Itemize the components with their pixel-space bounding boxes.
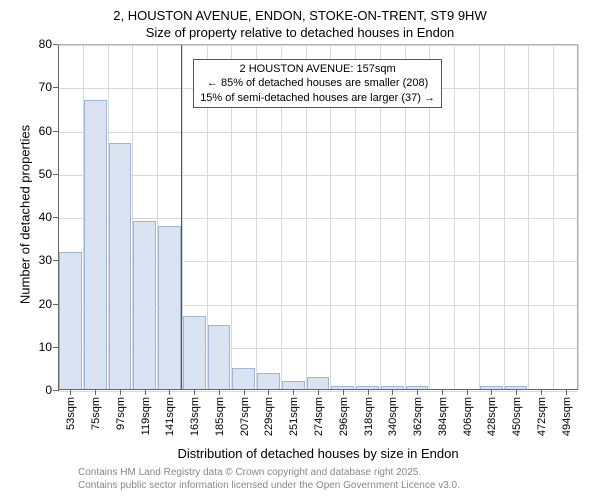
y-tick-label: 30 xyxy=(22,253,52,267)
x-tick-label: 362sqm xyxy=(412,397,424,436)
x-tick-label: 53sqm xyxy=(65,397,77,430)
annotation-line2: ← 85% of detached houses are smaller (20… xyxy=(200,76,435,90)
histogram-bar xyxy=(158,226,181,390)
histogram-bar xyxy=(257,373,280,390)
x-tick-label: 163sqm xyxy=(189,397,201,436)
x-tick-label: 494sqm xyxy=(561,397,573,436)
y-tick-label: 60 xyxy=(22,124,52,138)
histogram-bar xyxy=(232,368,255,390)
footer-attribution: Contains HM Land Registry data © Crown c… xyxy=(78,466,460,492)
chart-title-sub: Size of property relative to detached ho… xyxy=(0,23,600,40)
x-tick-label: 340sqm xyxy=(387,397,399,436)
histogram-chart: 2, HOUSTON AVENUE, ENDON, STOKE-ON-TRENT… xyxy=(0,0,600,500)
x-axis-label: Distribution of detached houses by size … xyxy=(58,446,578,461)
y-tick-label: 80 xyxy=(22,37,52,51)
x-tick-label: 251sqm xyxy=(288,397,300,436)
x-tick-label: 450sqm xyxy=(511,397,523,436)
histogram-bar xyxy=(208,325,231,390)
histogram-bar xyxy=(109,143,132,390)
x-tick-label: 296sqm xyxy=(338,397,350,436)
x-tick-label: 384sqm xyxy=(437,397,449,436)
annotation-line1: 2 HOUSTON AVENUE: 157sqm xyxy=(200,62,435,76)
chart-title-main: 2, HOUSTON AVENUE, ENDON, STOKE-ON-TRENT… xyxy=(0,0,600,23)
y-tick-label: 40 xyxy=(22,210,52,224)
x-tick-label: 274sqm xyxy=(313,397,325,436)
histogram-bar xyxy=(84,100,107,390)
x-tick-label: 406sqm xyxy=(462,397,474,436)
x-tick-label: 229sqm xyxy=(263,397,275,436)
x-tick-label: 472sqm xyxy=(536,397,548,436)
footer-line1: Contains HM Land Registry data © Crown c… xyxy=(78,466,460,479)
plot-area: 2 HOUSTON AVENUE: 157sqm← 85% of detache… xyxy=(58,44,578,390)
x-tick-label: 428sqm xyxy=(486,397,498,436)
x-tick-label: 75sqm xyxy=(90,397,102,430)
y-tick-label: 50 xyxy=(22,167,52,181)
x-tick-label: 97sqm xyxy=(115,397,127,430)
histogram-bar xyxy=(59,252,82,390)
annotation-line3: 15% of semi-detached houses are larger (… xyxy=(200,91,435,105)
annotation-box: 2 HOUSTON AVENUE: 157sqm← 85% of detache… xyxy=(193,59,442,108)
y-tick-label: 70 xyxy=(22,80,52,94)
x-tick-label: 141sqm xyxy=(164,397,176,436)
y-tick-label: 0 xyxy=(22,383,52,397)
x-tick-label: 119sqm xyxy=(140,397,152,435)
histogram-bar xyxy=(183,316,206,390)
y-tick-label: 10 xyxy=(22,340,52,354)
x-tick-label: 207sqm xyxy=(239,397,251,436)
footer-line2: Contains public sector information licen… xyxy=(78,479,460,492)
x-tick-label: 185sqm xyxy=(214,397,226,436)
reference-line xyxy=(181,45,182,390)
y-tick-label: 20 xyxy=(22,297,52,311)
x-tick-label: 318sqm xyxy=(363,397,375,436)
histogram-bar xyxy=(133,221,156,390)
